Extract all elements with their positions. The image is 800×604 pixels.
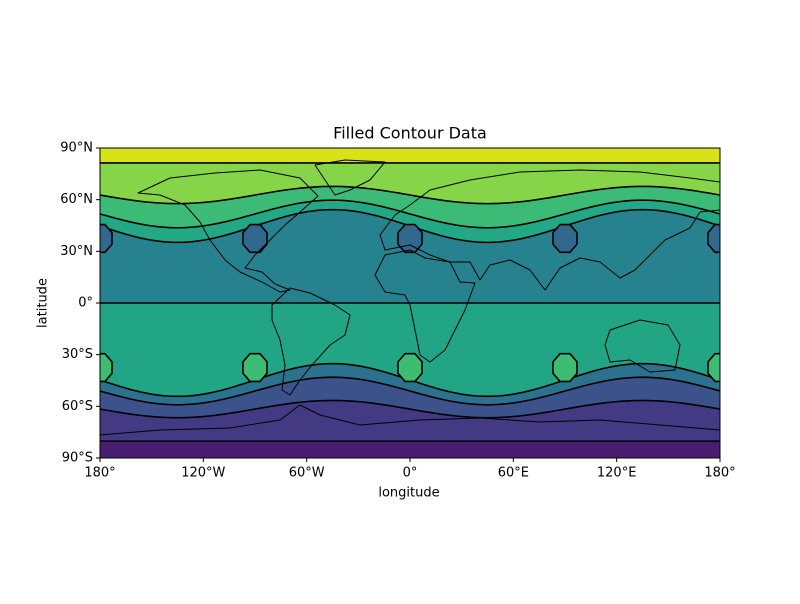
x-tick-label: 180° [704,466,735,481]
y-tick-label: 60°S [62,399,93,414]
contour-cell [552,352,578,383]
contour-cell [242,223,268,254]
y-tick-label: 30°S [62,347,93,362]
contour-cell [397,223,423,254]
coastline [379,169,720,291]
coastline [137,169,319,293]
x-tick-label: 120°W [181,466,225,481]
coastline [100,404,720,442]
x-tick-label: 60°E [498,466,529,481]
contour-line [100,185,720,205]
coastline [314,159,386,196]
y-tick-label: 0° [78,296,93,311]
contour-fills [100,148,720,458]
x-tick-label: 180° [84,466,115,481]
contour-cell [242,352,268,383]
x-axis-label: longitude [378,486,439,501]
contour-line [100,199,720,229]
x-tick-label: 60°W [289,466,325,481]
coastlines [100,159,720,442]
contour-band [100,148,720,164]
contour-cell [552,223,578,254]
y-axis-label: latitude [36,278,51,328]
y-tick-label: 60°N [60,192,93,207]
coastline [374,249,476,363]
chart-title: Filled Contour Data [333,124,487,143]
y-tick-label: 90°S [62,451,93,466]
contour-cell [707,223,720,254]
contour-cell [100,223,113,254]
x-tick-label: 120°E [597,466,637,481]
contour-line [100,399,720,419]
contour-cell [100,352,113,383]
coastline [604,319,681,373]
coastline [271,287,351,396]
y-tick-label: 30°N [60,244,93,259]
contour-line [100,376,720,406]
y-tick-label: 90°N [60,141,93,156]
x-tick-label: 0° [403,466,418,481]
contour-cell [397,352,423,383]
contour-cell [707,352,720,383]
contour-band [100,440,720,458]
